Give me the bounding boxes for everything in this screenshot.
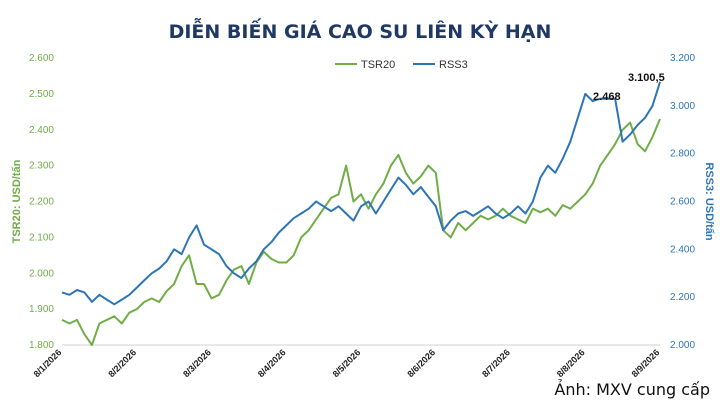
x-tick-label: 8/7/2026 xyxy=(480,347,512,379)
left-tick-label: 2.300 xyxy=(29,161,54,172)
left-axis: 1.800 1.900 2.000 2.100 2.200 2.300 2.400 2.500… xyxy=(11,53,54,351)
data-label-tsr20: 2.468 xyxy=(593,91,621,103)
x-tick-label: 8/3/2026 xyxy=(181,347,213,379)
left-tick-label: 2.200 xyxy=(29,197,54,208)
legend-label-rss3: RSS3 xyxy=(439,59,468,71)
x-tick-label: 8/2/2026 xyxy=(106,347,138,379)
left-tick-label: 2.400 xyxy=(29,125,54,136)
left-tick-label: 2.600 xyxy=(29,53,54,64)
data-label-rss3: 3.100,5 xyxy=(628,72,665,84)
legend-label-tsr20: TSR20 xyxy=(361,59,395,71)
series-layer xyxy=(61,81,661,346)
image-caption: Ảnh: MXV cung cấp xyxy=(554,380,710,399)
x-tick-label: 8/9/2026 xyxy=(630,347,662,379)
legend: TSR20 RSS3 xyxy=(335,59,468,71)
right-tick-label: 2.400 xyxy=(670,244,695,255)
left-tick-label: 2.100 xyxy=(29,232,54,243)
x-axis: 8/1/2026 8/2/2026 8/3/2026 8/4/2026 8/5/2026… xyxy=(32,344,662,379)
x-tick-label: 8/4/2026 xyxy=(256,347,288,379)
series-line-tsr20 xyxy=(61,118,661,346)
left-tick-label: 1.900 xyxy=(29,304,54,315)
right-tick-label: 3.000 xyxy=(670,101,695,112)
right-tick-label: 3.200 xyxy=(670,53,695,64)
right-tick-label: 2.800 xyxy=(670,149,695,160)
right-tick-label: 2.600 xyxy=(670,197,695,208)
x-tick-label: 8/6/2026 xyxy=(405,347,437,379)
x-tick-label: 8/5/2026 xyxy=(331,347,363,379)
left-tick-label: 2.000 xyxy=(29,268,54,279)
left-tick-label: 1.800 xyxy=(29,340,54,351)
series-line-rss3 xyxy=(61,81,661,306)
left-axis-title: TSR20: USD/tấn xyxy=(11,159,23,243)
x-tick-label: 8/1/2026 xyxy=(32,347,64,379)
data-labels: 2.468 3.100,5 xyxy=(593,72,665,103)
x-tick-label: 8/8/2026 xyxy=(555,347,587,379)
right-tick-label: 2.200 xyxy=(670,292,695,303)
chart-title: DIỄN BIẾN GIÁ CAO SU LIÊN KỲ HẠN xyxy=(169,16,552,43)
right-axis-title: RSS3: USD/tấn xyxy=(703,162,715,241)
right-tick-label: 2.000 xyxy=(670,340,695,351)
left-tick-label: 2.500 xyxy=(29,89,54,100)
right-axis: 2.000 2.200 2.400 2.600 2.800 3.000 3.200 RSS3:… xyxy=(670,53,715,351)
